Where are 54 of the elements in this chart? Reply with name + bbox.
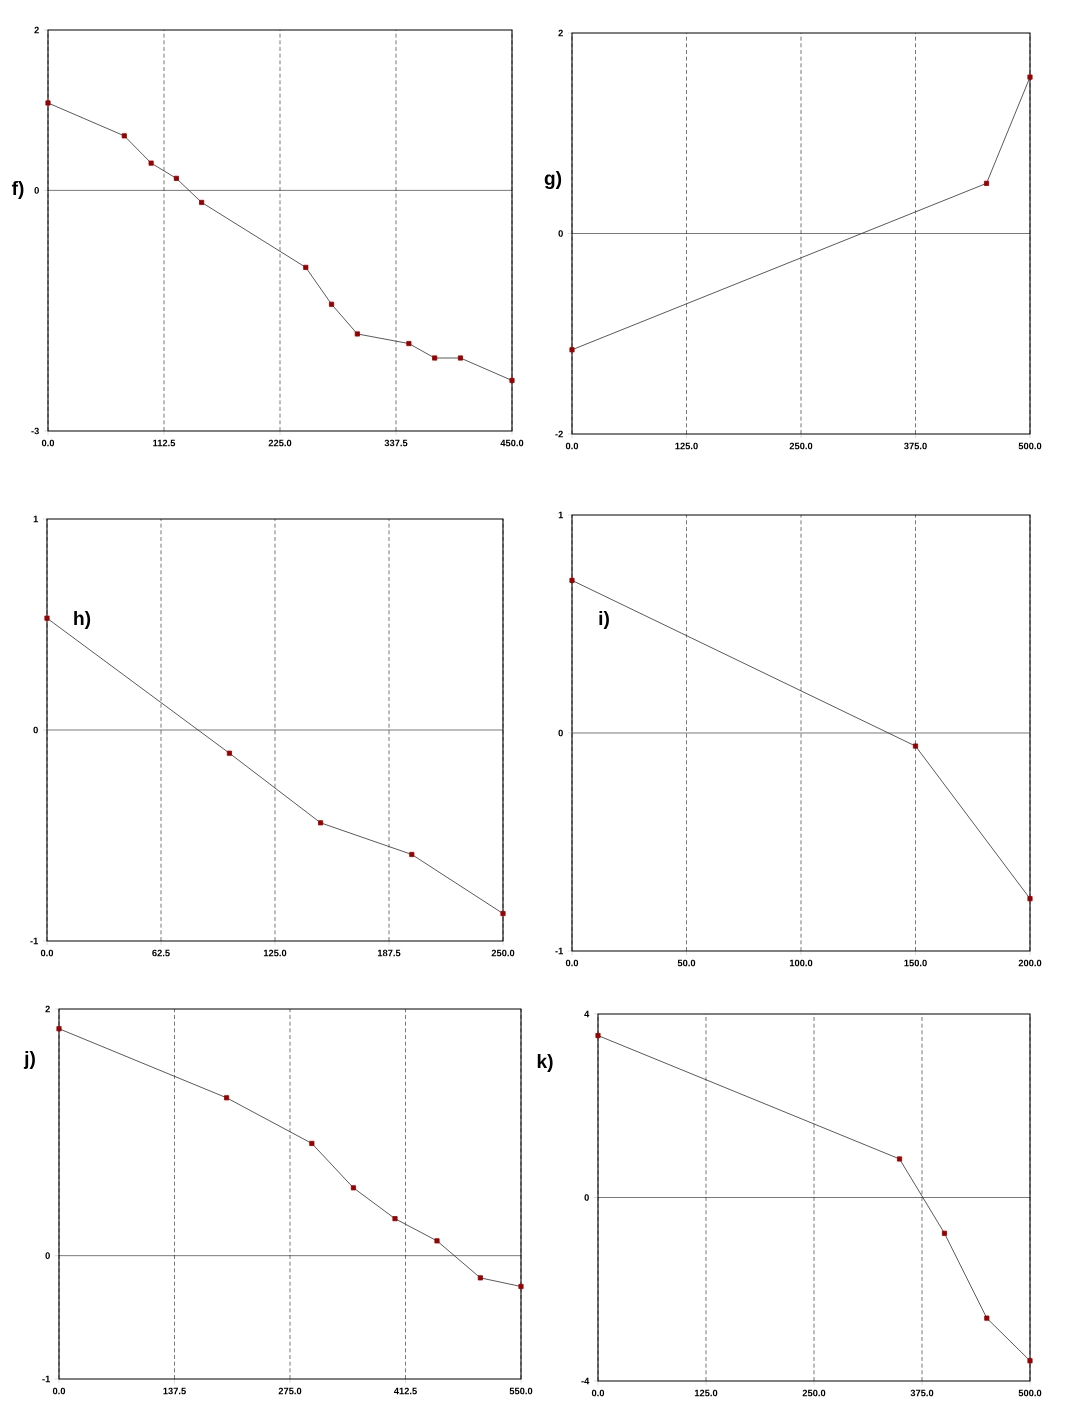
x-tick-label: 0.0 [41, 439, 55, 447]
y-tick-label: -4 [581, 1377, 590, 1385]
text: j) [23, 1051, 35, 1069]
y-tick-label: 0 [33, 726, 38, 734]
x-tick-label: 500.0 [1018, 442, 1042, 450]
y-tick-label: 4 [584, 1010, 590, 1018]
x-tick-label: 337.5 [384, 439, 408, 447]
x-tick-label: 250.0 [802, 1389, 826, 1397]
text: i) [599, 611, 609, 629]
y-tick-label: 2 [45, 1005, 50, 1013]
x-tick-label: 250.0 [789, 442, 813, 450]
x-tick-label: 250.0 [491, 949, 515, 957]
x-tick-label: 375.0 [904, 442, 927, 450]
x-tick-label: 0.0 [52, 1387, 66, 1395]
y-tick-label: 2 [34, 26, 39, 34]
y-tick-label: 1 [558, 511, 564, 519]
y-tick-label: -1 [30, 937, 39, 945]
y-tick-label: 0 [45, 1252, 50, 1259]
y-tick-label: 0 [558, 230, 563, 237]
x-tick-label: 125.0 [675, 442, 698, 450]
text: h) [74, 611, 91, 629]
x-tick-label: 50.0 [677, 959, 696, 967]
y-tick-label: -3 [31, 427, 39, 435]
x-tick-label: 0.0 [565, 442, 579, 450]
y-tick-label: 1 [33, 515, 39, 523]
x-tick-label: 200.0 [1018, 959, 1042, 967]
y-tick-label: -1 [42, 1375, 51, 1383]
x-tick-label: 225.0 [268, 439, 292, 447]
x-tick-label: 412.5 [393, 1387, 417, 1395]
x-tick-label: 100.0 [789, 959, 813, 967]
y-tick-label: 0 [584, 1194, 589, 1201]
text: g) [544, 171, 562, 189]
x-tick-label: 150.0 [904, 959, 927, 967]
y-tick-label: -1 [555, 947, 564, 955]
text: f) [11, 181, 24, 199]
x-tick-label: 0.0 [565, 959, 579, 967]
x-tick-label: 112.5 [153, 439, 176, 447]
x-tick-label: 0.0 [40, 949, 54, 957]
x-tick-label: 450.0 [500, 439, 524, 447]
y-tick-label: 0 [558, 729, 563, 737]
x-tick-label: 137.5 [163, 1387, 186, 1395]
x-tick-label: 62.5 [152, 949, 170, 957]
y-tick-label: -2 [555, 430, 563, 438]
x-tick-label: 125.0 [263, 949, 287, 957]
x-tick-label: 0.0 [591, 1389, 605, 1397]
x-tick-label: 500.0 [1018, 1389, 1042, 1397]
x-tick-label: 125.0 [694, 1389, 718, 1397]
text: k) [537, 1054, 553, 1072]
y-tick-label: 2 [558, 29, 563, 37]
x-tick-label: 187.5 [377, 949, 401, 957]
x-tick-label: 275.0 [278, 1387, 302, 1395]
x-tick-label: 375.0 [910, 1389, 934, 1397]
x-tick-label: 550.0 [509, 1387, 533, 1395]
y-tick-label: 0 [34, 187, 39, 194]
